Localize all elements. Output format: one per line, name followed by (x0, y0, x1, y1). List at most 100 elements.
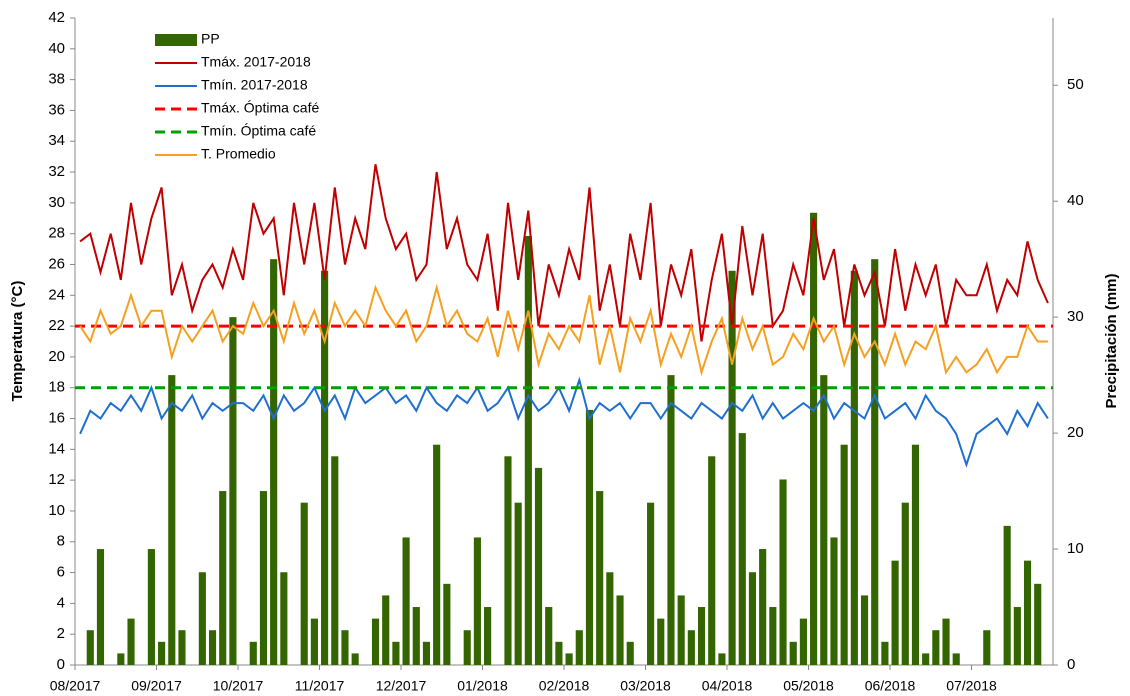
y-tick-label: 40 (48, 40, 65, 57)
precip-bar (911, 444, 920, 665)
precip-bar (219, 491, 227, 665)
precip-bar (840, 444, 848, 665)
y-tick-label: 36 (48, 101, 65, 118)
precip-bar (168, 375, 176, 665)
precip-bar (575, 630, 583, 665)
x-tick-label: 05/2018 (783, 678, 834, 694)
y-tick-label: 4 (57, 594, 65, 611)
precip-bar (433, 444, 441, 665)
legend-label: Tmín. 2017-2018 (201, 77, 308, 93)
precip-bar (657, 618, 665, 665)
precip-bar (922, 653, 930, 665)
precip-bar (524, 235, 532, 665)
precip-bar (484, 607, 492, 665)
precip-bar (738, 433, 746, 665)
precip-bar (728, 270, 736, 665)
x-tick-label: 10/2017 (213, 678, 264, 694)
precip-bar (351, 653, 359, 665)
precip-bar (504, 456, 512, 665)
precip-bar (178, 630, 186, 665)
x-tick-label: 04/2018 (702, 678, 753, 694)
y-tick-label: 6 (57, 564, 65, 581)
precip-bar (565, 653, 573, 665)
x-tick-label: 09/2017 (131, 678, 182, 694)
precip-bar (259, 491, 268, 665)
y-tick-label: 0 (57, 656, 65, 673)
precip-bar (555, 641, 563, 665)
precip-bar (208, 630, 217, 665)
y2-tick-label: 10 (1067, 540, 1084, 557)
y-tick-label: 28 (48, 225, 65, 242)
precip-bar (881, 641, 889, 665)
precip-bar (820, 375, 828, 665)
x-tick-label: 02/2018 (539, 678, 590, 694)
precip-bar (626, 641, 634, 665)
precip-bar (198, 572, 206, 665)
y-tick-label: 2 (57, 625, 65, 642)
precip-bar (331, 456, 339, 665)
y-tick-label: 32 (48, 163, 65, 180)
legend-label: Tmín. Óptima café (201, 123, 316, 139)
precip-bar (687, 630, 695, 665)
precip-bar (117, 653, 125, 665)
precip-bar (473, 537, 481, 665)
precip-bar (280, 572, 288, 665)
precip-bar (158, 641, 166, 665)
precip-bar (769, 607, 777, 665)
precip-bar (585, 409, 594, 665)
precip-bar (860, 595, 869, 665)
precip-bar (310, 618, 318, 665)
temp-line (79, 164, 1049, 342)
precip-bar (147, 549, 155, 665)
x-tick-label: 06/2018 (865, 678, 916, 694)
precip-bar (86, 630, 94, 665)
precip-bar (596, 491, 604, 665)
precip-bar (850, 270, 858, 665)
y-tick-label: 8 (57, 533, 65, 550)
y2-tick-label: 20 (1067, 424, 1084, 441)
precip-bar (606, 572, 614, 665)
y-tick-label: 26 (48, 255, 65, 272)
precip-bar (708, 456, 716, 665)
y2-tick-label: 50 (1067, 76, 1084, 93)
y-tick-label: 34 (48, 132, 65, 149)
y-tick-label: 16 (48, 409, 65, 426)
x-tick-label: 03/2018 (620, 678, 671, 694)
precip-bar (534, 467, 543, 665)
precip-bar (952, 653, 960, 665)
precip-bar (799, 618, 807, 665)
legend-label: Tmáx. Óptima café (201, 100, 319, 116)
precip-bar (1034, 583, 1042, 665)
precip-bar (697, 607, 706, 665)
temp-line (79, 283, 1048, 377)
y-tick-label: 30 (48, 194, 65, 211)
y-tick-label: 18 (48, 379, 65, 396)
precip-bar (402, 537, 410, 665)
precip-bar (463, 630, 471, 665)
precip-bar (810, 212, 818, 665)
precip-bar (677, 595, 685, 665)
precip-bar (545, 607, 553, 665)
y-tick-label: 42 (48, 9, 65, 26)
legend-label: PP (201, 31, 220, 47)
precip-bar (300, 502, 308, 665)
y2-tick-label: 40 (1067, 192, 1084, 209)
y-tick-label: 20 (48, 348, 65, 365)
precip-bar (514, 502, 522, 665)
precip-bar (891, 560, 899, 665)
precip-bar (270, 259, 278, 665)
precip-bar (779, 479, 787, 665)
precip-bar (229, 317, 237, 665)
y-tick-label: 10 (48, 502, 65, 519)
temp-line (79, 376, 1049, 468)
precip-bar (932, 630, 940, 665)
precip-bar (942, 618, 950, 665)
y2-tick-label: 0 (1067, 656, 1075, 673)
precip-bar (96, 549, 105, 665)
precip-bar (789, 641, 797, 665)
legend-label: Tmáx. 2017-2018 (201, 54, 311, 70)
y2-axis-title: Precipitación (mm) (1103, 273, 1120, 408)
precip-bar (983, 630, 991, 665)
